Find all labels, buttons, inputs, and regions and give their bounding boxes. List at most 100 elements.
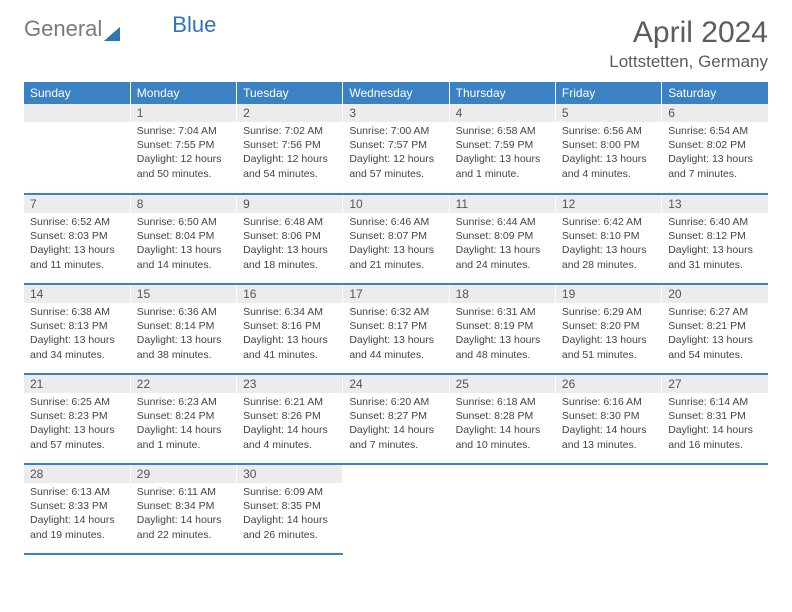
sunset-text: Sunset: 8:34 PM	[137, 499, 230, 513]
day-number: 19	[556, 285, 661, 303]
sunrise-text: Sunrise: 6:40 AM	[668, 215, 762, 229]
day-details: Sunrise: 6:09 AMSunset: 8:35 PMDaylight:…	[237, 483, 342, 546]
calendar-day-cell: 15Sunrise: 6:36 AMSunset: 8:14 PMDayligh…	[130, 284, 236, 374]
daylight-text: Daylight: 14 hours and 19 minutes.	[30, 513, 124, 541]
day-details: Sunrise: 6:58 AMSunset: 7:59 PMDaylight:…	[450, 122, 555, 185]
calendar-day-cell: 13Sunrise: 6:40 AMSunset: 8:12 PMDayligh…	[662, 194, 768, 284]
sunrise-text: Sunrise: 6:21 AM	[243, 395, 336, 409]
day-details: Sunrise: 7:02 AMSunset: 7:56 PMDaylight:…	[237, 122, 342, 185]
calendar-week-row: 14Sunrise: 6:38 AMSunset: 8:13 PMDayligh…	[24, 284, 768, 374]
weekday-header: Tuesday	[237, 82, 343, 104]
day-number: 16	[237, 285, 342, 303]
sunset-text: Sunset: 8:14 PM	[137, 319, 230, 333]
sunset-text: Sunset: 8:06 PM	[243, 229, 336, 243]
day-details: Sunrise: 6:18 AMSunset: 8:28 PMDaylight:…	[450, 393, 555, 456]
day-details: Sunrise: 6:32 AMSunset: 8:17 PMDaylight:…	[343, 303, 448, 366]
sunrise-text: Sunrise: 6:38 AM	[30, 305, 124, 319]
sunrise-text: Sunrise: 6:23 AM	[137, 395, 230, 409]
brand-logo: General Blue	[24, 18, 216, 40]
calendar-day-cell	[449, 464, 555, 554]
calendar-day-cell: 29Sunrise: 6:11 AMSunset: 8:34 PMDayligh…	[130, 464, 236, 554]
calendar-day-cell: 6Sunrise: 6:54 AMSunset: 8:02 PMDaylight…	[662, 104, 768, 194]
sunset-text: Sunset: 8:00 PM	[562, 138, 655, 152]
calendar-week-row: 1Sunrise: 7:04 AMSunset: 7:55 PMDaylight…	[24, 104, 768, 194]
daylight-text: Daylight: 14 hours and 7 minutes.	[349, 423, 442, 451]
calendar-day-cell: 10Sunrise: 6:46 AMSunset: 8:07 PMDayligh…	[343, 194, 449, 284]
sunrise-text: Sunrise: 6:11 AM	[137, 485, 230, 499]
daylight-text: Daylight: 12 hours and 54 minutes.	[243, 152, 336, 180]
calendar-day-cell: 25Sunrise: 6:18 AMSunset: 8:28 PMDayligh…	[449, 374, 555, 464]
daylight-text: Daylight: 14 hours and 22 minutes.	[137, 513, 230, 541]
sunset-text: Sunset: 8:24 PM	[137, 409, 230, 423]
sunset-text: Sunset: 7:55 PM	[137, 138, 230, 152]
day-number: 10	[343, 195, 448, 213]
daylight-text: Daylight: 13 hours and 28 minutes.	[562, 243, 655, 271]
calendar-day-cell: 5Sunrise: 6:56 AMSunset: 8:00 PMDaylight…	[555, 104, 661, 194]
daylight-text: Daylight: 14 hours and 1 minute.	[137, 423, 230, 451]
daylight-text: Daylight: 13 hours and 51 minutes.	[562, 333, 655, 361]
day-details: Sunrise: 6:34 AMSunset: 8:16 PMDaylight:…	[237, 303, 342, 366]
sunset-text: Sunset: 8:31 PM	[668, 409, 762, 423]
day-number: 6	[662, 104, 768, 122]
day-details: Sunrise: 6:20 AMSunset: 8:27 PMDaylight:…	[343, 393, 448, 456]
daylight-text: Daylight: 14 hours and 10 minutes.	[456, 423, 549, 451]
daylight-text: Daylight: 14 hours and 16 minutes.	[668, 423, 762, 451]
day-number: 12	[556, 195, 661, 213]
sunset-text: Sunset: 7:57 PM	[349, 138, 442, 152]
day-details: Sunrise: 7:00 AMSunset: 7:57 PMDaylight:…	[343, 122, 448, 185]
calendar-table: SundayMondayTuesdayWednesdayThursdayFrid…	[24, 82, 768, 555]
day-details: Sunrise: 6:31 AMSunset: 8:19 PMDaylight:…	[450, 303, 555, 366]
sunset-text: Sunset: 8:07 PM	[349, 229, 442, 243]
sunset-text: Sunset: 8:16 PM	[243, 319, 336, 333]
day-number: 15	[131, 285, 236, 303]
day-details: Sunrise: 6:25 AMSunset: 8:23 PMDaylight:…	[24, 393, 130, 456]
daylight-text: Daylight: 13 hours and 31 minutes.	[668, 243, 762, 271]
day-number: 11	[450, 195, 555, 213]
calendar-head: SundayMondayTuesdayWednesdayThursdayFrid…	[24, 82, 768, 104]
sunset-text: Sunset: 8:23 PM	[30, 409, 124, 423]
daylight-text: Daylight: 13 hours and 41 minutes.	[243, 333, 336, 361]
day-number: 24	[343, 375, 448, 393]
day-number: 4	[450, 104, 555, 122]
sunrise-text: Sunrise: 7:04 AM	[137, 124, 230, 138]
sunset-text: Sunset: 8:19 PM	[456, 319, 549, 333]
day-details: Sunrise: 6:36 AMSunset: 8:14 PMDaylight:…	[131, 303, 236, 366]
day-number: 17	[343, 285, 448, 303]
day-number: 23	[237, 375, 342, 393]
sunrise-text: Sunrise: 6:50 AM	[137, 215, 230, 229]
daylight-text: Daylight: 14 hours and 26 minutes.	[243, 513, 336, 541]
daylight-text: Daylight: 13 hours and 11 minutes.	[30, 243, 124, 271]
sunrise-text: Sunrise: 6:25 AM	[30, 395, 124, 409]
day-number: 3	[343, 104, 448, 122]
daylight-text: Daylight: 14 hours and 4 minutes.	[243, 423, 336, 451]
sunrise-text: Sunrise: 6:56 AM	[562, 124, 655, 138]
weekday-header: Wednesday	[343, 82, 449, 104]
day-details: Sunrise: 6:56 AMSunset: 8:00 PMDaylight:…	[556, 122, 661, 185]
daylight-text: Daylight: 13 hours and 21 minutes.	[349, 243, 442, 271]
sunrise-text: Sunrise: 6:32 AM	[349, 305, 442, 319]
sunset-text: Sunset: 8:04 PM	[137, 229, 230, 243]
day-details: Sunrise: 6:46 AMSunset: 8:07 PMDaylight:…	[343, 213, 448, 276]
calendar-day-cell: 16Sunrise: 6:34 AMSunset: 8:16 PMDayligh…	[237, 284, 343, 374]
calendar-day-cell	[343, 464, 449, 554]
day-details: Sunrise: 6:48 AMSunset: 8:06 PMDaylight:…	[237, 213, 342, 276]
day-number: 9	[237, 195, 342, 213]
sunset-text: Sunset: 8:28 PM	[456, 409, 549, 423]
day-details: Sunrise: 6:27 AMSunset: 8:21 PMDaylight:…	[662, 303, 768, 366]
sunset-text: Sunset: 8:10 PM	[562, 229, 655, 243]
sunrise-text: Sunrise: 6:54 AM	[668, 124, 762, 138]
sunset-text: Sunset: 8:26 PM	[243, 409, 336, 423]
weekday-header: Monday	[130, 82, 236, 104]
sunset-text: Sunset: 8:17 PM	[349, 319, 442, 333]
calendar-week-row: 21Sunrise: 6:25 AMSunset: 8:23 PMDayligh…	[24, 374, 768, 464]
calendar-day-cell: 22 Sunrise: 6:23 AMSunset: 8:24 PMDayligh…	[130, 374, 236, 464]
calendar-day-cell: 30Sunrise: 6:09 AMSunset: 8:35 PMDayligh…	[237, 464, 343, 554]
day-number: 13	[662, 195, 768, 213]
day-number: 27	[662, 375, 768, 393]
calendar-day-cell	[24, 104, 130, 194]
day-details: Sunrise: 6:44 AMSunset: 8:09 PMDaylight:…	[450, 213, 555, 276]
calendar-day-cell: 9Sunrise: 6:48 AMSunset: 8:06 PMDaylight…	[237, 194, 343, 284]
day-number: 22	[131, 375, 236, 393]
sunrise-text: Sunrise: 6:16 AM	[562, 395, 655, 409]
day-number: 5	[556, 104, 661, 122]
